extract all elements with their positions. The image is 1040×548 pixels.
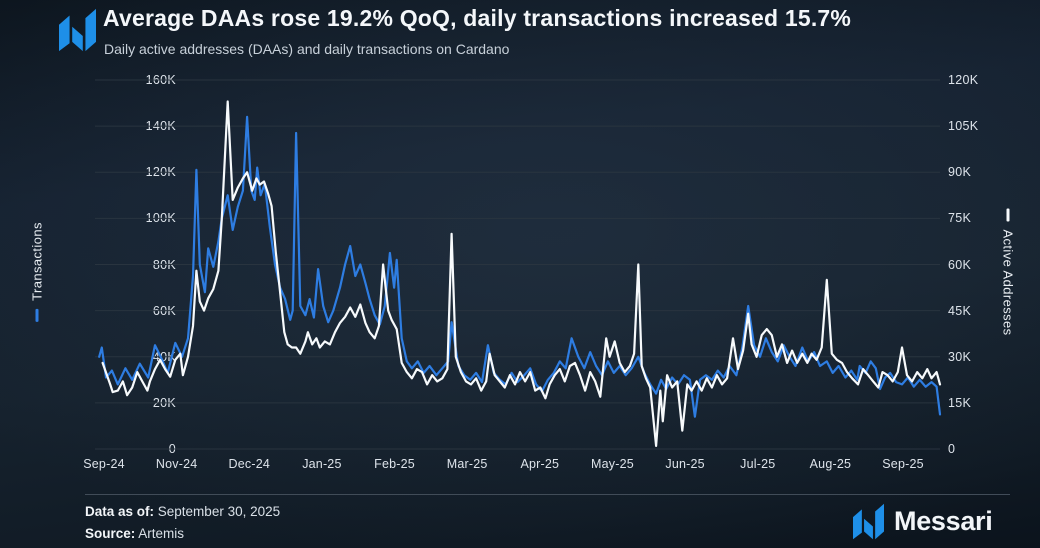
- right-axis-title: Active Addresses: [1000, 208, 1016, 336]
- footer-divider: [85, 494, 1010, 495]
- axis-tick: 60K: [948, 257, 972, 272]
- plot-area: [95, 79, 942, 450]
- left-axis-ticks: 160K 140K 120K 100K 80K 60K 40K 20K 0: [0, 73, 176, 456]
- x-axis-label: Dec-24: [228, 457, 271, 471]
- x-axis-label: Feb-25: [374, 457, 415, 471]
- x-axis-label: May-25: [591, 457, 634, 471]
- x-axis-labels: Sep-24 Nov-24 Dec-24 Jan-25 Feb-25 Mar-25 Apr-…: [83, 457, 940, 477]
- axis-tick: 0: [948, 442, 956, 456]
- x-axis-label: Jun-25: [665, 457, 705, 471]
- x-axis-label: Mar-25: [446, 457, 488, 471]
- x-axis-label: Jan-25: [302, 457, 342, 471]
- page-subtitle: Daily active addresses (DAAs) and daily …: [104, 41, 510, 57]
- page-title: Average DAAs rose 19.2% QoQ, daily trans…: [103, 5, 852, 31]
- source-label: Source:: [85, 526, 136, 541]
- axis-tick: 75K: [948, 211, 972, 226]
- active-addresses-legend-dash: [1006, 208, 1010, 222]
- messari-footer-logo-icon: [853, 503, 884, 540]
- brand-wordmark: Messari: [894, 506, 993, 536]
- data-as-of-value: September 30, 2025: [154, 504, 281, 519]
- source-value: Artemis: [135, 526, 185, 541]
- data-as-of-label: Data as of:: [85, 504, 155, 519]
- axis-tick: 15K: [948, 395, 972, 410]
- right-axis-ticks: 120K 105K 90K 75K 60K 45K 30K 15K 0: [948, 73, 1008, 456]
- axis-tick: 45K: [948, 303, 972, 318]
- axis-tick: 120K: [948, 73, 979, 87]
- data-as-of-line: Data as of: September 30, 2025: [85, 501, 280, 523]
- chart-svg: [95, 79, 942, 450]
- x-axis-label: Nov-24: [155, 457, 198, 471]
- axis-tick: 30K: [948, 349, 972, 364]
- x-axis-label: Sep-25: [882, 457, 924, 471]
- axis-tick: 90K: [948, 165, 972, 180]
- x-axis-label: Jul-25: [740, 457, 776, 471]
- right-axis-title-text: Active Addresses: [1000, 229, 1016, 336]
- x-axis-label: Sep-24: [83, 457, 125, 471]
- active-addresses-line: [101, 100, 942, 447]
- brand-lockup: Messari: [853, 503, 993, 540]
- messari-logo-icon: [59, 6, 96, 54]
- footer-meta: Data as of: September 30, 2025 Source: A…: [85, 501, 280, 545]
- x-axis-label: Apr-25: [520, 457, 560, 471]
- axis-tick: 105K: [948, 119, 979, 134]
- source-line: Source: Artemis: [85, 523, 280, 545]
- x-axis-label: Aug-25: [809, 457, 852, 471]
